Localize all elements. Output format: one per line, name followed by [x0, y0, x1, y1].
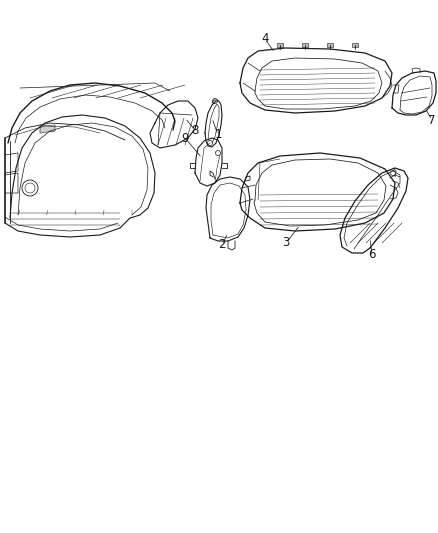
Text: 7: 7: [428, 114, 436, 126]
Text: 3: 3: [283, 237, 290, 249]
Text: 1: 1: [214, 128, 222, 141]
Bar: [352, 43, 358, 47]
Bar: [302, 43, 308, 47]
Text: 6: 6: [368, 248, 376, 262]
Bar: [277, 43, 283, 47]
Text: 8: 8: [191, 124, 199, 136]
Text: 9: 9: [181, 132, 189, 144]
Bar: [327, 43, 333, 47]
Text: 4: 4: [261, 33, 269, 45]
Text: 2: 2: [218, 238, 226, 252]
